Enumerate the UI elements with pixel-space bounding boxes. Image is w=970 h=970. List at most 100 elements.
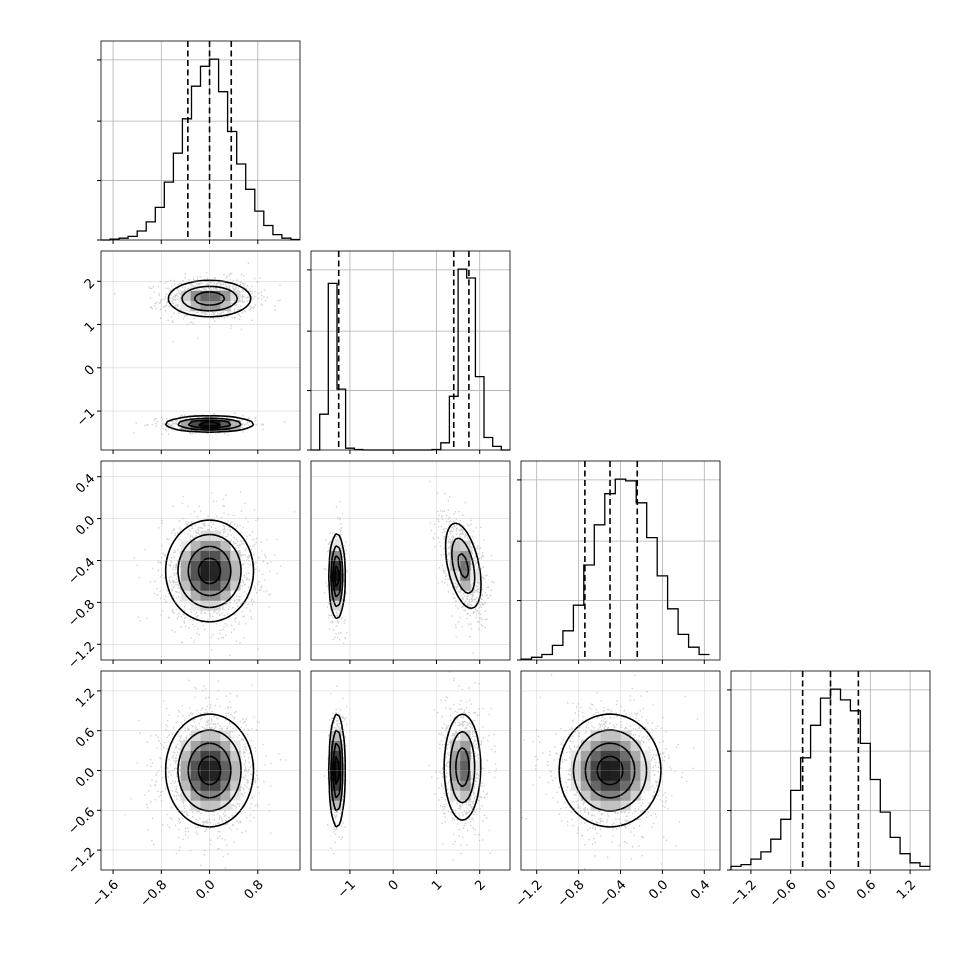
density-cell [610, 750, 621, 761]
density-cell [630, 760, 641, 771]
density-cell [450, 770, 461, 781]
density-cell [220, 420, 231, 431]
density-cell [200, 540, 211, 551]
density-cell [630, 790, 641, 801]
density-cell [210, 600, 221, 611]
density-cell [180, 750, 191, 761]
density-cell [460, 560, 471, 571]
density-cell [220, 750, 231, 761]
density-cell [200, 530, 211, 541]
density-cell [200, 560, 211, 571]
density-cell [200, 290, 211, 302]
density-cell [330, 770, 342, 781]
y-tick-label: −1 [74, 406, 98, 430]
density-cell [190, 580, 201, 591]
density-cell [190, 730, 201, 741]
density-cell [590, 740, 601, 751]
y-tick-label: 0.6 [73, 725, 98, 750]
density-cell [200, 750, 211, 761]
density-cell [220, 790, 231, 801]
y-tick-label: 2 [82, 276, 98, 292]
density-cell [450, 560, 461, 571]
density-cell [190, 300, 201, 312]
density-cell [220, 540, 231, 551]
density-cell [610, 780, 621, 791]
contour-level-1 [328, 713, 482, 828]
x-tick-label: 0.8 [242, 877, 267, 902]
density-cell [180, 560, 191, 571]
grid-0-1 [101, 251, 300, 450]
density-cell [580, 750, 591, 761]
density-cell [600, 770, 611, 781]
contour-level-3 [187, 291, 232, 429]
density-cell [190, 550, 201, 561]
density-cell [620, 760, 631, 771]
density-cell [230, 780, 241, 791]
x-tick-label: 1.2 [894, 877, 919, 902]
density-cell [590, 780, 601, 791]
density-cell [230, 550, 241, 561]
panel-frame [310, 670, 511, 871]
density-cell [180, 290, 191, 302]
density-cell [460, 750, 471, 761]
density-cell [200, 580, 211, 591]
density-cell [210, 740, 221, 751]
contour-level-4 [596, 755, 624, 786]
x-tick-label: 0.0 [646, 877, 671, 902]
density-cell [190, 780, 201, 791]
density-cell [210, 730, 221, 741]
density-cell [450, 740, 461, 751]
density-cell [230, 580, 241, 591]
contour-level-2 [330, 729, 476, 812]
density-cell [580, 740, 591, 751]
density-cell [220, 580, 231, 591]
density-cell [220, 300, 231, 312]
density-cell [620, 770, 631, 781]
contour-level-4 [334, 756, 340, 785]
density-cell [220, 290, 231, 302]
density-cell [450, 780, 461, 791]
density-cell [460, 760, 471, 771]
grid-1-3 [311, 671, 510, 870]
density-cell [330, 750, 342, 761]
density-cell [610, 740, 621, 751]
x-tick-label: 0.0 [814, 877, 839, 902]
x-tick-label: 0.0 [193, 877, 218, 902]
density-cell [200, 800, 211, 811]
density-cell [210, 560, 221, 571]
density-cell [200, 570, 211, 581]
density-cell [600, 800, 611, 811]
panel-1-2 [323, 480, 495, 654]
histogram-steps [520, 478, 710, 660]
density-cell [200, 300, 211, 312]
density-cell [230, 420, 241, 431]
contour-level-4 [198, 421, 221, 427]
density-cell [450, 550, 461, 561]
x-tick-label: 2 [472, 877, 488, 893]
density-cell [190, 420, 201, 431]
density-cell [230, 740, 241, 751]
density-cell [210, 580, 221, 591]
contour-level-2 [572, 729, 648, 812]
density-cell [190, 770, 201, 781]
density-cell [190, 590, 201, 601]
panel-frame [100, 250, 301, 451]
y-tick-label: 0 [82, 362, 98, 378]
density-cell [210, 300, 221, 312]
density-cell [460, 580, 471, 591]
panel-1-3 [323, 671, 498, 861]
y-tick-label: −0.6 [65, 805, 98, 838]
density-cell [180, 770, 191, 781]
density-cell [590, 790, 601, 801]
density-cell [610, 790, 621, 801]
y-tick-label: 1 [82, 319, 98, 335]
density-cell [630, 770, 641, 781]
density-cell [220, 800, 231, 811]
density-cell [200, 790, 211, 801]
density-cell [460, 770, 471, 781]
density-cell [180, 760, 191, 771]
density-cell [620, 740, 631, 751]
contour-level-1 [164, 713, 255, 828]
density-cell [180, 550, 191, 561]
